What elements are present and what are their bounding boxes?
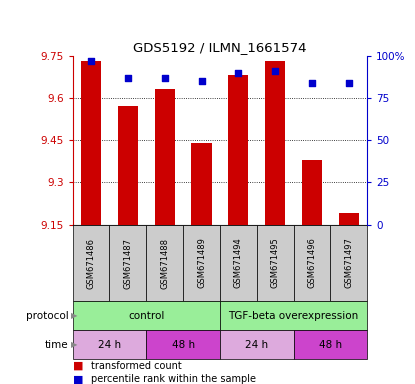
Bar — [110, 225, 146, 301]
Point — [124, 74, 131, 81]
Bar — [330, 225, 367, 301]
Text: transformed count: transformed count — [91, 361, 182, 371]
Text: 48 h: 48 h — [319, 339, 342, 350]
Bar — [265, 61, 286, 225]
Bar — [154, 89, 175, 225]
Text: GSM671488: GSM671488 — [160, 238, 169, 288]
Text: TGF-beta overexpression: TGF-beta overexpression — [229, 311, 359, 321]
Bar — [73, 301, 220, 330]
Text: 24 h: 24 h — [98, 339, 121, 350]
Text: GSM671497: GSM671497 — [344, 238, 353, 288]
Text: control: control — [128, 311, 164, 321]
Text: 48 h: 48 h — [171, 339, 195, 350]
Text: GSM671486: GSM671486 — [87, 238, 95, 288]
Bar — [81, 61, 101, 225]
Bar — [146, 225, 183, 301]
Point — [309, 79, 315, 86]
Text: protocol: protocol — [26, 311, 68, 321]
Bar — [73, 330, 146, 359]
Bar — [146, 330, 220, 359]
Bar — [220, 301, 367, 330]
Point — [161, 74, 168, 81]
Text: GSM671494: GSM671494 — [234, 238, 243, 288]
Point — [88, 58, 94, 64]
Text: percentile rank within the sample: percentile rank within the sample — [91, 374, 256, 384]
Bar — [73, 225, 110, 301]
Bar — [257, 225, 294, 301]
Text: 24 h: 24 h — [245, 339, 269, 350]
Bar — [220, 225, 257, 301]
Text: time: time — [45, 339, 68, 350]
Point — [235, 70, 242, 76]
Point — [346, 79, 352, 86]
Text: GSM671487: GSM671487 — [123, 238, 132, 288]
Point — [198, 78, 205, 84]
Bar — [339, 214, 359, 225]
Bar — [302, 160, 322, 225]
Text: GSM671495: GSM671495 — [271, 238, 280, 288]
Bar — [118, 106, 138, 225]
Bar — [228, 75, 249, 225]
Bar — [220, 330, 294, 359]
Bar — [191, 143, 212, 225]
Text: ▶: ▶ — [71, 311, 77, 320]
Title: GDS5192 / ILMN_1661574: GDS5192 / ILMN_1661574 — [133, 41, 307, 55]
Point — [272, 68, 278, 74]
Text: ■: ■ — [73, 361, 83, 371]
Text: GSM671496: GSM671496 — [308, 238, 317, 288]
Bar — [294, 225, 330, 301]
Bar — [183, 225, 220, 301]
Bar — [294, 330, 367, 359]
Text: ▶: ▶ — [71, 340, 77, 349]
Text: GSM671489: GSM671489 — [197, 238, 206, 288]
Text: ■: ■ — [73, 374, 83, 384]
